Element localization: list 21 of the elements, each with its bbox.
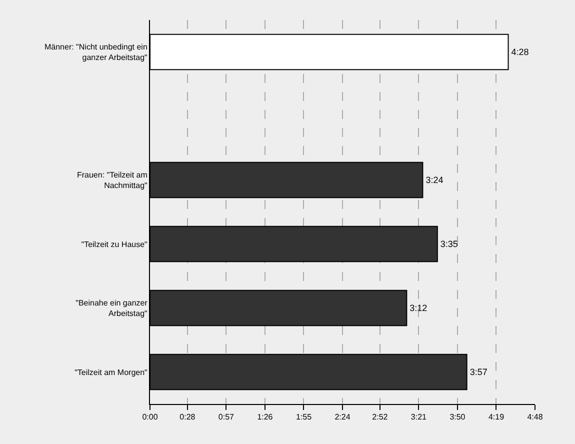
y-tick-label: "Teilzeit am Morgen": [74, 368, 148, 377]
x-tick-label: 0:28: [180, 412, 196, 422]
data-label: 3:57: [470, 367, 488, 377]
data-label: 3:24: [426, 175, 444, 185]
x-tick-label: 1:26: [257, 412, 274, 422]
y-tick-label: Frauen: "Teilzeit am Nachmittag": [76, 170, 148, 190]
y-tick-label: Männer: "Nicht unbedingt ein ganzer Arbeitstag": [44, 42, 148, 62]
y-tick-label: "Teilzeit zu Hause": [81, 240, 148, 249]
y-tick-label: "Beinahe ein ganzer Arbeitstag": [76, 298, 148, 318]
x-tick-label: 3:50: [450, 412, 466, 422]
data-label: 4:28: [511, 47, 529, 57]
x-tick-label: 4:19: [488, 412, 505, 422]
x-tick-label: 4:48: [527, 412, 544, 422]
x-tick-label: 0:57: [218, 412, 235, 422]
x-tick-label: 0:00: [142, 412, 158, 422]
x-tick-label: 2:24: [334, 412, 351, 422]
x-tick-label: 2:52: [372, 412, 388, 422]
x-tick-label: 1:55: [296, 412, 312, 422]
data-label: 3:12: [410, 303, 428, 313]
x-tick-label: 3:21: [410, 412, 428, 422]
data-label: 3:35: [440, 239, 458, 249]
